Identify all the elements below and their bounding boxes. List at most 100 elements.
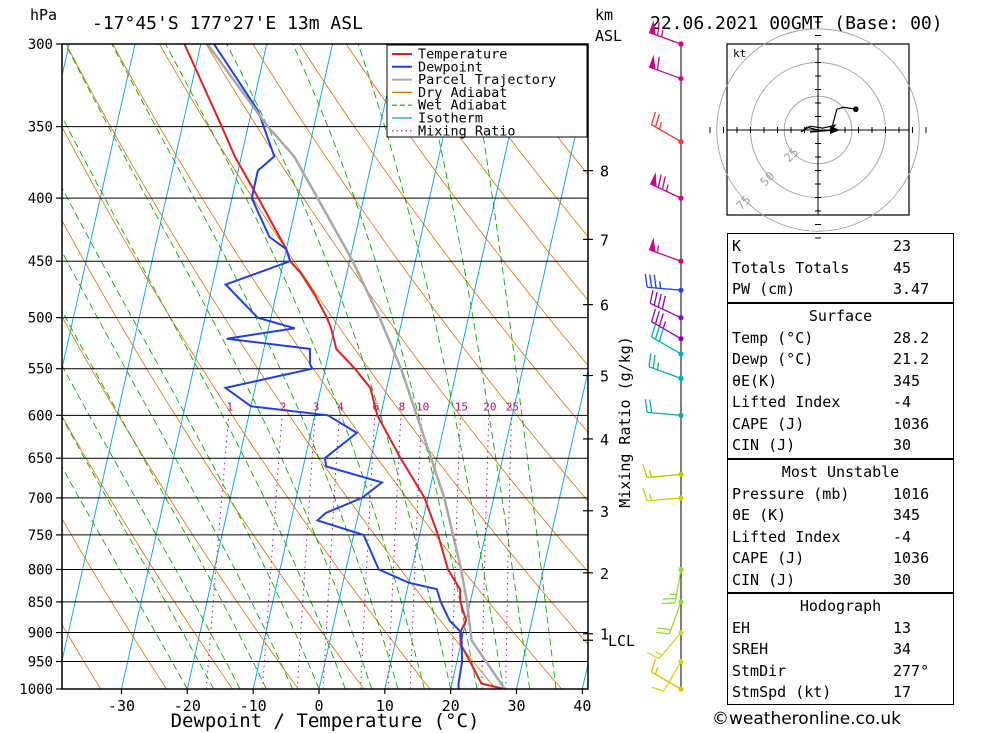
wind-barb-full [657, 293, 662, 308]
wind-barb-shaft [663, 661, 682, 692]
pressure-tick-label: 650 [28, 451, 53, 467]
hodograph-endpoint [853, 106, 859, 113]
wind-barbs [642, 20, 684, 692]
wind-barb-full [642, 464, 648, 478]
legend-label: Isotherm [418, 111, 483, 127]
wind-barb [648, 237, 684, 264]
wind-barb-shaft [647, 411, 682, 416]
legend-label: Temperature [418, 47, 507, 63]
wet-adiabat-line [357, 44, 504, 689]
wind-barb-full [649, 399, 653, 413]
hodograph-row: StmDir 277° [732, 661, 930, 680]
storm-motion-shaft [809, 129, 833, 133]
temp-tick-label: -30 [108, 697, 135, 715]
temperature-line [183, 44, 505, 689]
mixing-ratio-line [360, 415, 376, 689]
dry-adiabat-line [299, 44, 588, 433]
profile-series [183, 44, 506, 689]
surface-row: CAPE (J) 1036 [732, 414, 930, 433]
isotherm-line [62, 44, 202, 663]
wind-barb-flag [650, 171, 657, 187]
height-tick-label: 5 [600, 367, 609, 385]
wind-barb-full [656, 22, 660, 36]
wind-barb-full [658, 328, 664, 342]
height-tick-label: 3 [600, 503, 609, 521]
wind-barb-flag [649, 20, 656, 35]
wind-barb-half [655, 651, 663, 656]
isotherm-line [516, 369, 588, 689]
pressure-tick-label: 850 [28, 595, 53, 611]
wind-barb-full [656, 56, 660, 71]
wind-barb-full [652, 354, 656, 369]
isotherm-line [384, 44, 531, 689]
surface-row: Dewp (°C) 21.2 [732, 350, 930, 368]
wind-barb-full [661, 176, 666, 190]
wind-barb-shaft [651, 321, 682, 340]
temp-tick-label: 30 [507, 697, 525, 715]
background-lines [62, 44, 588, 689]
wind-barb-half [648, 493, 653, 501]
pressure-tick-label: 300 [28, 37, 53, 53]
wind-barb-shaft [651, 124, 682, 143]
isotherm-line [186, 44, 333, 689]
wind-barb-half [656, 362, 660, 370]
wind-barb [650, 308, 684, 342]
mixing-ratio-line [505, 415, 512, 689]
temp-tick-label: -10 [240, 697, 267, 715]
hodograph-trace [800, 106, 856, 133]
x-axis-title: Dewpoint / Temperature (°C) [171, 710, 480, 732]
pressure-tick-label: 900 [28, 626, 53, 642]
storm-motion-arrow [830, 126, 840, 134]
wind-barb-shaft [647, 286, 682, 291]
wind-barb-shaft [674, 569, 682, 604]
hodograph-row: EH 13 [732, 618, 912, 637]
mixing-ratio-label: 1 [226, 400, 233, 413]
credit-text[interactable]: ©weatheronline.co.uk [712, 709, 902, 729]
height-tick-label: 2 [600, 565, 609, 583]
mixing-ratio-line [322, 415, 340, 689]
wind-barb-shaft [651, 336, 682, 355]
index-pw: PW (cm) 3.47 [732, 280, 930, 298]
legend-label: Mixing Ratio [418, 123, 516, 139]
hodograph-row: SREH 34 [732, 640, 912, 658]
wind-barb-full [662, 597, 676, 600]
pressure-tick-label: 750 [28, 528, 53, 544]
height-tick-label: 4 [600, 431, 609, 449]
pressure-tick-label: 950 [28, 655, 53, 671]
wet-adiabat-line [111, 44, 399, 689]
wind-barb [651, 658, 684, 692]
dry-adiabat-line [392, 44, 588, 301]
pressure-tick-label: 1000 [19, 682, 53, 698]
wind-barb-shaft [651, 671, 682, 690]
dry-adiabat-line [439, 44, 588, 238]
wind-barb-full [661, 602, 676, 605]
pressure-tick-label: 500 [28, 311, 53, 327]
surface-row: CIN (J) 30 [732, 436, 912, 454]
wind-barb-full [644, 273, 648, 288]
pressure-tick-label: 550 [28, 362, 53, 378]
wind-barb [661, 566, 684, 605]
dry-adiabat-line [62, 517, 167, 689]
dry-adiabat-line [345, 44, 588, 367]
legend-label: Dewpoint [418, 59, 483, 75]
wind-barb-full [656, 631, 670, 635]
mixing-ratio-label: 8 [399, 400, 406, 413]
wind-barb-full [651, 686, 665, 692]
legend-label: Parcel Trajectory [418, 72, 556, 88]
wet-adiabat-line [292, 44, 478, 689]
dewpoint-line [213, 44, 464, 689]
wind-barb-half [648, 469, 653, 478]
pressure-tick-label: 350 [28, 120, 53, 136]
index-totals: Totals Totals 45 [732, 258, 912, 277]
wind-barb-full [657, 174, 662, 188]
wind-barb-full [649, 274, 653, 288]
most-unstable-row: Pressure (mb) 1016 [732, 484, 930, 503]
wind-barb-full [654, 326, 660, 340]
pressure-tick-label: 700 [28, 491, 53, 507]
pressure-tick-label: 800 [28, 562, 53, 578]
pressure-tick-label: 600 [28, 408, 53, 424]
wind-barb-full [648, 353, 652, 367]
surface-title: Surface [808, 307, 873, 325]
axes: 3003504004505005506006507007508008509009… [19, 37, 635, 715]
mixing-ratio-label: 20 [483, 400, 496, 413]
